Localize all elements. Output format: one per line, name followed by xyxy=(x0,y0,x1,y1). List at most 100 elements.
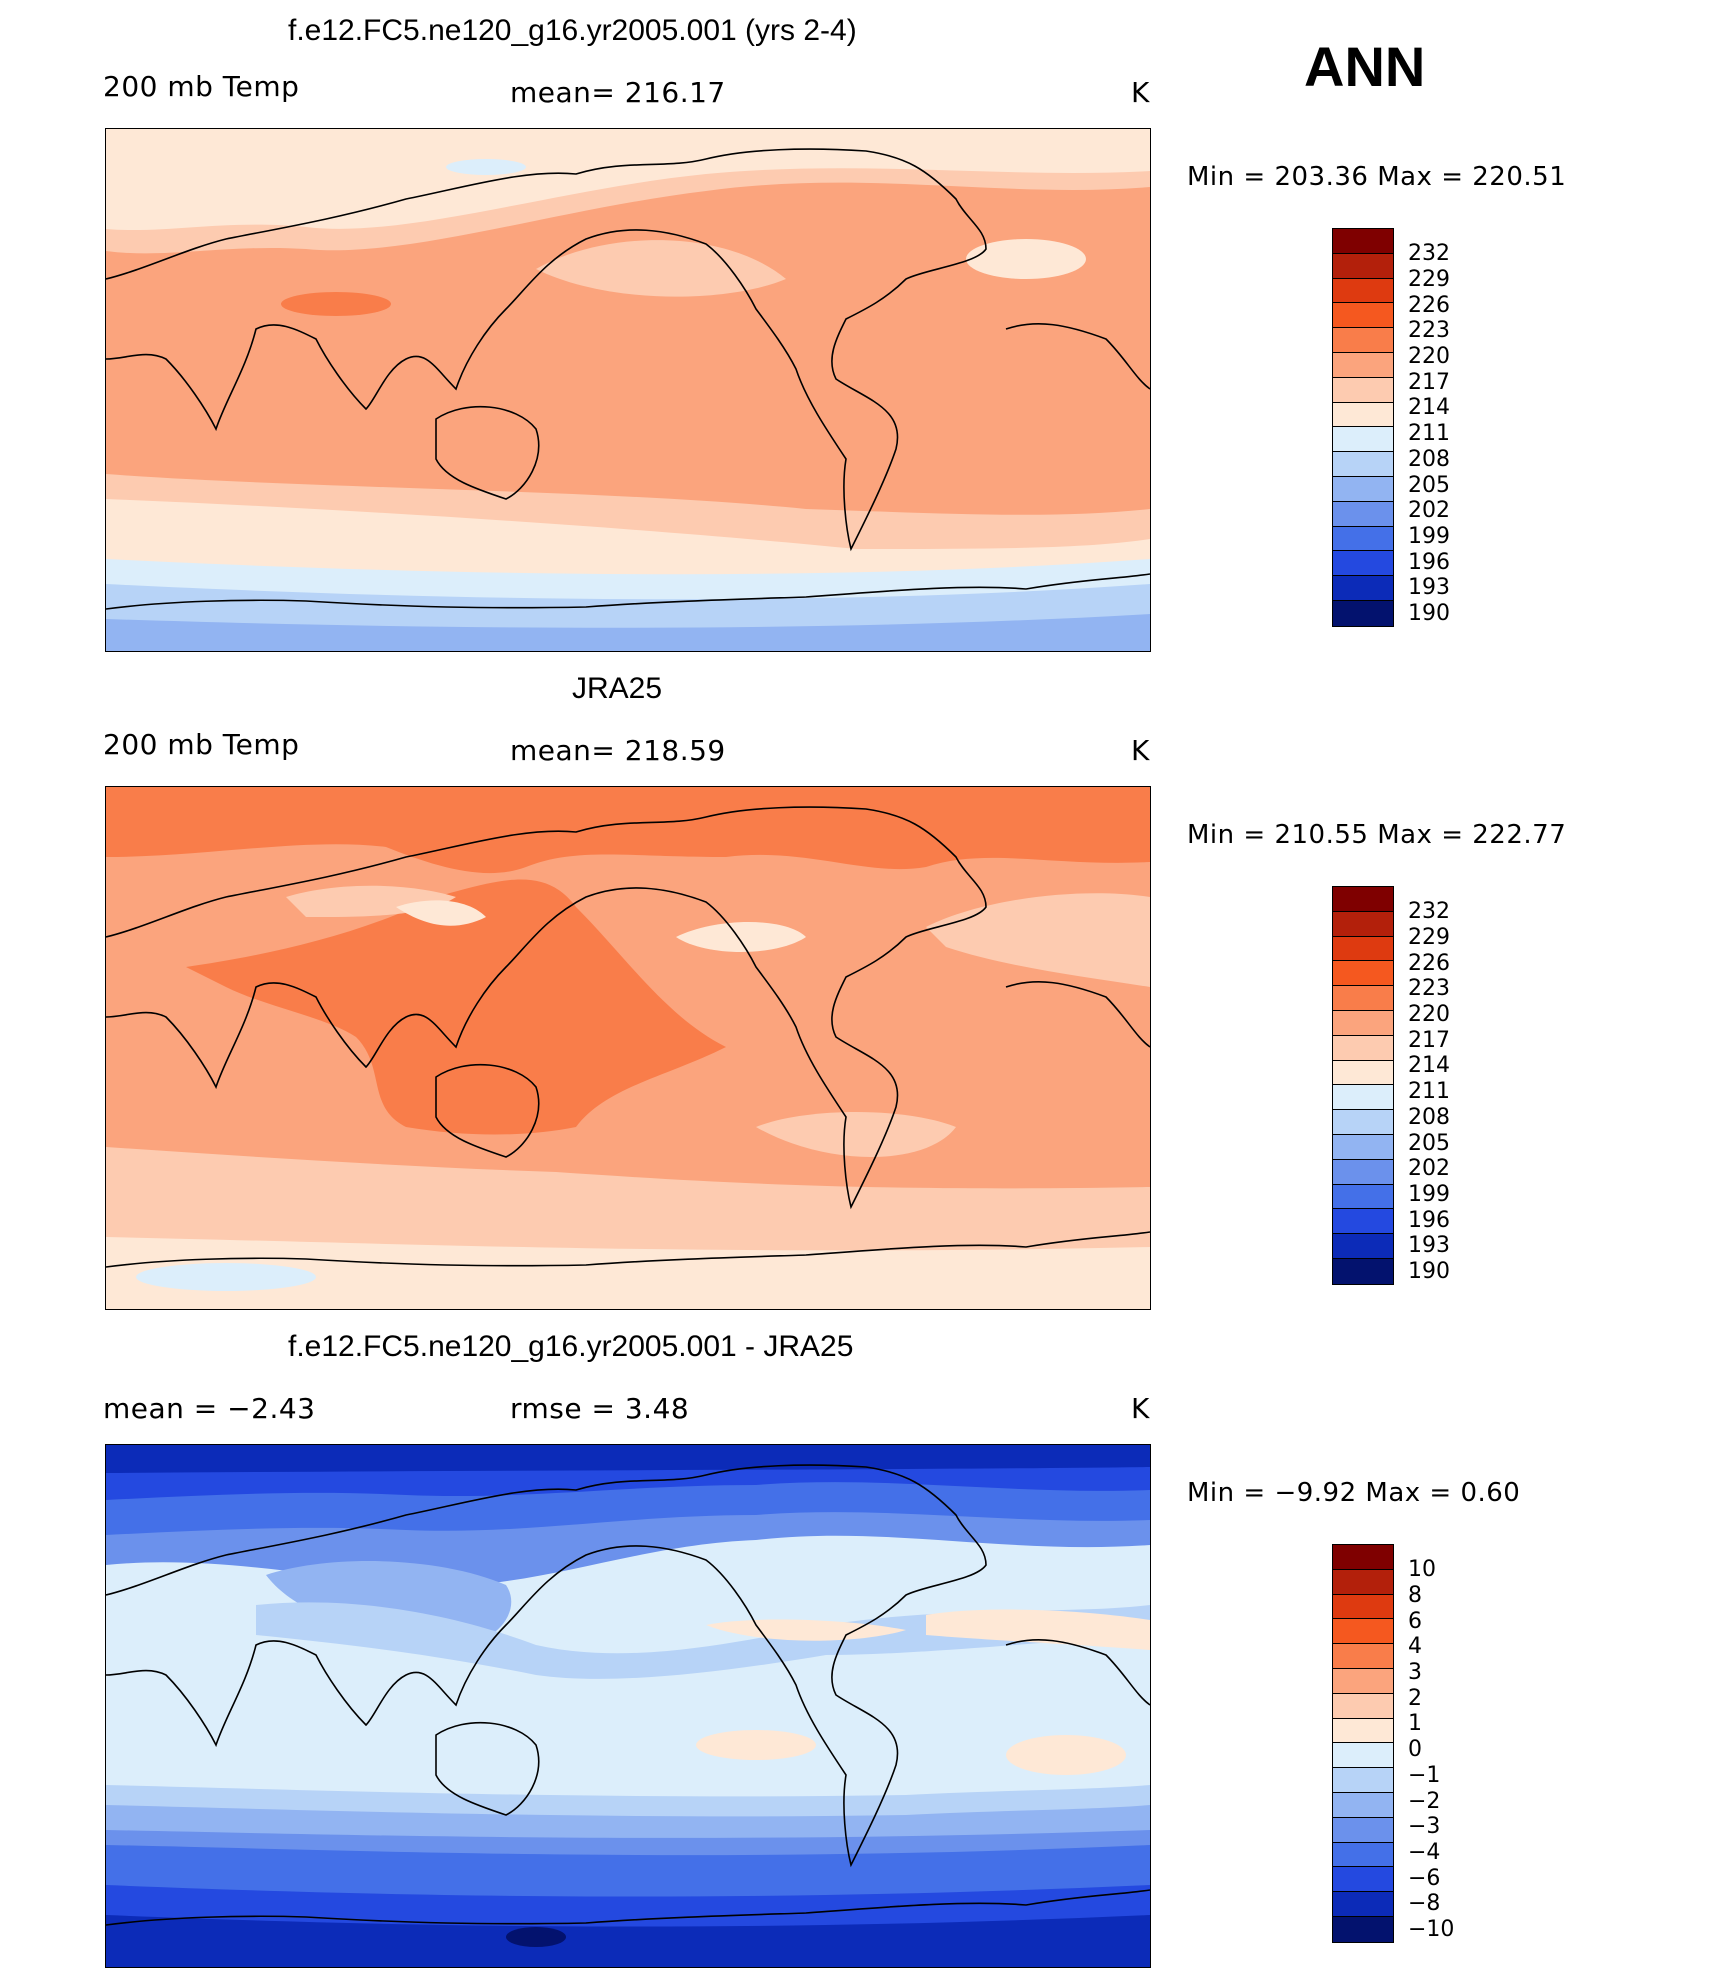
colorbar-swatch xyxy=(1333,1693,1393,1719)
panel2-map xyxy=(105,786,1151,1310)
colorbar-swatch xyxy=(1333,1619,1393,1645)
colorbar-swatch xyxy=(1333,1085,1393,1111)
colorbar-label: −6 xyxy=(1408,1866,1441,1891)
colorbar-swatch xyxy=(1333,1060,1393,1086)
colorbar-label: 2 xyxy=(1408,1686,1422,1711)
colorbar-swatch xyxy=(1333,328,1393,353)
colorbar-swatch xyxy=(1333,1916,1393,1942)
colorbar-swatch xyxy=(1333,1594,1393,1620)
colorbar-swatch xyxy=(1333,1892,1393,1917)
panel1-units: K xyxy=(1131,76,1150,109)
panel2-title: JRA25 xyxy=(572,672,663,705)
colorbar-label: 226 xyxy=(1408,293,1450,318)
colorbar-swatch xyxy=(1333,1867,1393,1893)
panel1-mean-label: mean= 216.17 xyxy=(510,76,726,109)
panel3-units: K xyxy=(1131,1392,1150,1425)
colorbar-swatch xyxy=(1333,1110,1393,1135)
colorbar-swatch xyxy=(1333,986,1393,1011)
season-label: ANN xyxy=(1304,35,1426,98)
colorbar-label: 10 xyxy=(1408,1557,1436,1582)
panel1-map xyxy=(105,128,1151,652)
colorbar-swatch xyxy=(1333,476,1393,502)
colorbar-label: 202 xyxy=(1408,498,1450,523)
colorbar-swatch xyxy=(1333,1134,1393,1160)
colorbar-label: −2 xyxy=(1408,1789,1441,1814)
colorbar-swatch xyxy=(1333,1792,1393,1818)
panel3-colorbar xyxy=(1332,1544,1394,1943)
colorbar-label: −8 xyxy=(1408,1891,1441,1916)
panel2-minmax: Min = 210.55 Max = 222.77 xyxy=(1187,820,1567,850)
colorbar-swatch xyxy=(1333,911,1393,937)
colorbar-swatch xyxy=(1333,1644,1393,1669)
panel3-minmax: Min = −9.92 Max = 0.60 xyxy=(1187,1478,1521,1508)
colorbar-swatch xyxy=(1333,551,1393,577)
colorbar-label: 193 xyxy=(1408,1233,1450,1258)
colorbar-swatch xyxy=(1333,887,1393,912)
colorbar-swatch xyxy=(1333,229,1393,254)
colorbar-label: 226 xyxy=(1408,951,1450,976)
colorbar-swatch xyxy=(1333,1184,1393,1210)
colorbar-swatch xyxy=(1333,961,1393,987)
panel2-mean-label: mean= 218.59 xyxy=(510,734,726,767)
colorbar-label: 220 xyxy=(1408,1002,1450,1027)
colorbar-label: 211 xyxy=(1408,421,1450,446)
colorbar-label: 196 xyxy=(1408,550,1450,575)
panel3-map xyxy=(105,1444,1151,1968)
colorbar-swatch xyxy=(1333,936,1393,962)
panel3-mean-label: mean = −2.43 xyxy=(103,1392,316,1425)
colorbar-label: 214 xyxy=(1408,395,1450,420)
panel3-contour-field xyxy=(106,1445,1150,1967)
colorbar-swatch xyxy=(1333,1234,1393,1259)
colorbar-label: 3 xyxy=(1408,1660,1422,1685)
panel3-rmse-label: rmse = 3.48 xyxy=(510,1392,690,1425)
colorbar-label: 199 xyxy=(1408,1182,1450,1207)
colorbar-swatch xyxy=(1333,1768,1393,1793)
colorbar-label: 229 xyxy=(1408,267,1450,292)
colorbar-swatch xyxy=(1333,1159,1393,1185)
panel1-contour-field xyxy=(106,129,1150,651)
colorbar-swatch xyxy=(1333,1668,1393,1694)
colorbar-label: 8 xyxy=(1408,1583,1422,1608)
panel2-units: K xyxy=(1131,734,1150,767)
colorbar-label: 223 xyxy=(1408,976,1450,1001)
colorbar-label: 232 xyxy=(1408,241,1450,266)
colorbar-label: 229 xyxy=(1408,925,1450,950)
panel2-colorbar xyxy=(1332,886,1394,1285)
colorbar-swatch xyxy=(1333,1743,1393,1769)
colorbar-swatch xyxy=(1333,452,1393,477)
panel2-contour-field xyxy=(106,787,1150,1309)
colorbar-label: 205 xyxy=(1408,1131,1450,1156)
colorbar-label: 214 xyxy=(1408,1053,1450,1078)
colorbar-label: 217 xyxy=(1408,370,1450,395)
colorbar-label: 232 xyxy=(1408,899,1450,924)
colorbar-swatch xyxy=(1333,526,1393,552)
colorbar-swatch xyxy=(1333,253,1393,279)
colorbar-label: −4 xyxy=(1408,1840,1441,1865)
panel3-title: f.e12.FC5.ne120_g16.yr2005.001 - JRA25 xyxy=(288,1330,854,1363)
panel1-title: f.e12.FC5.ne120_g16.yr2005.001 (yrs 2-4) xyxy=(288,14,857,47)
colorbar-swatch xyxy=(1333,1718,1393,1744)
panel1-minmax: Min = 203.36 Max = 220.51 xyxy=(1187,162,1567,192)
colorbar-swatch xyxy=(1333,576,1393,601)
colorbar-label: 190 xyxy=(1408,601,1450,626)
colorbar-label: 211 xyxy=(1408,1079,1450,1104)
colorbar-label: 217 xyxy=(1408,1028,1450,1053)
colorbar-swatch xyxy=(1333,352,1393,378)
colorbar-swatch xyxy=(1333,501,1393,527)
colorbar-swatch xyxy=(1333,278,1393,304)
colorbar-swatch xyxy=(1333,377,1393,403)
colorbar-label: 199 xyxy=(1408,524,1450,549)
colorbar-label: −10 xyxy=(1408,1917,1455,1942)
colorbar-swatch xyxy=(1333,402,1393,428)
colorbar-swatch xyxy=(1333,1545,1393,1570)
colorbar-label: 1 xyxy=(1408,1711,1422,1736)
colorbar-label: 202 xyxy=(1408,1156,1450,1181)
colorbar-label: 6 xyxy=(1408,1609,1422,1634)
colorbar-label: 208 xyxy=(1408,1105,1450,1130)
colorbar-label: 0 xyxy=(1408,1737,1422,1762)
colorbar-swatch xyxy=(1333,1569,1393,1595)
panel1-variable-label: 200 mb Temp xyxy=(103,70,300,103)
colorbar-swatch xyxy=(1333,1010,1393,1036)
colorbar-label: 4 xyxy=(1408,1634,1422,1659)
colorbar-label: −3 xyxy=(1408,1814,1441,1839)
